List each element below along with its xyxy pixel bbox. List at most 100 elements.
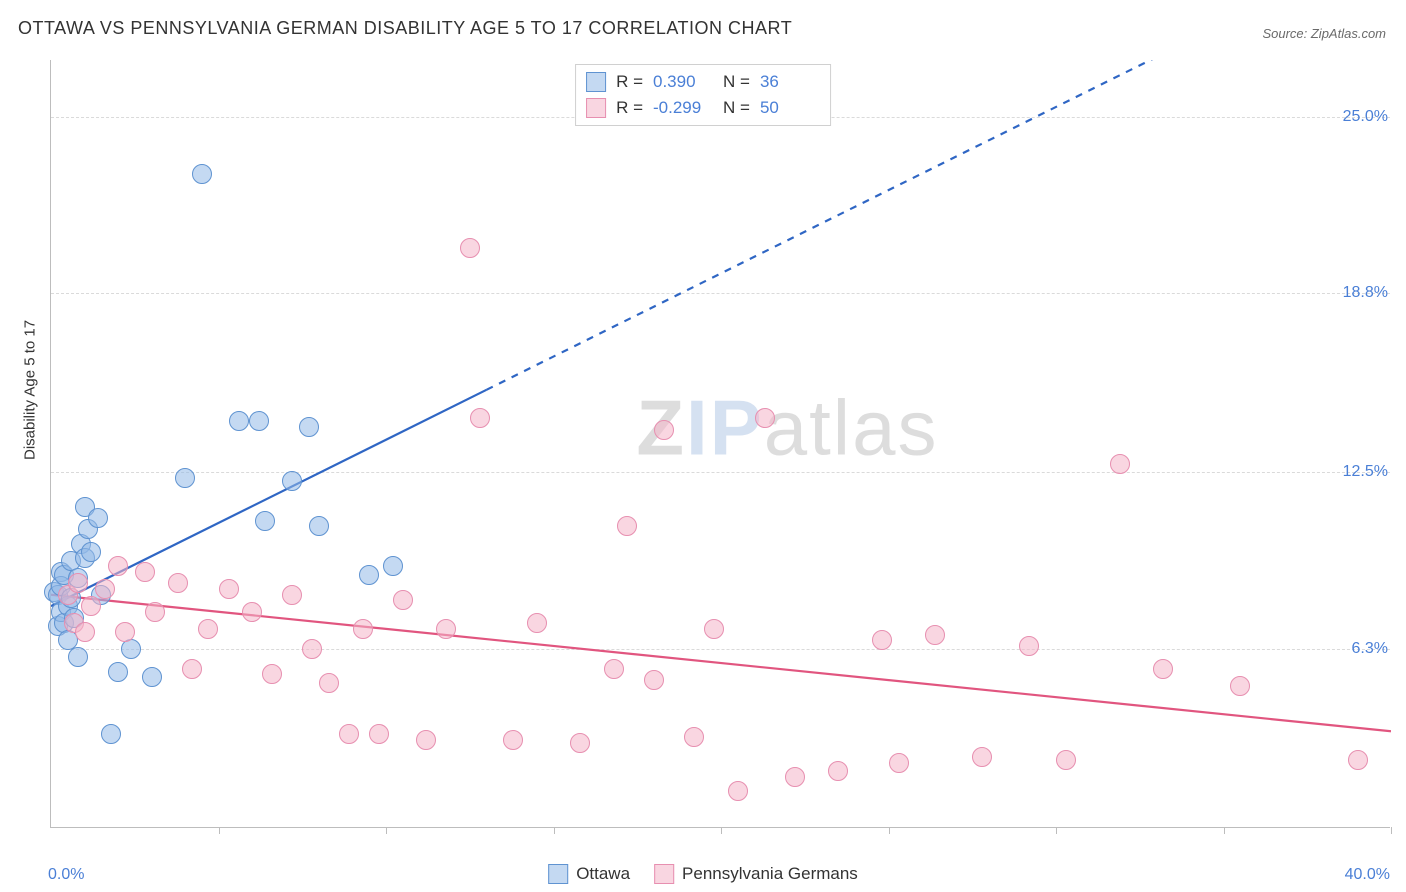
legend-swatch <box>586 98 606 118</box>
stats-legend-row: R = -0.299 N = 50 <box>586 95 820 121</box>
data-point <box>108 662 128 682</box>
data-point <box>108 556 128 576</box>
data-point <box>229 411 249 431</box>
x-axis-min-label: 0.0% <box>48 866 84 884</box>
data-point <box>142 667 162 687</box>
stat-n-value: 50 <box>760 95 820 121</box>
series-legend: Ottawa Pennsylvania Germans <box>548 864 858 884</box>
data-point <box>68 573 88 593</box>
stats-legend-row: R =0.390N =36 <box>586 69 820 95</box>
data-point <box>339 724 359 744</box>
y-axis-label: Disability Age 5 to 17 <box>22 320 39 460</box>
y-tick-label: 18.8% <box>1343 284 1392 302</box>
data-point <box>755 408 775 428</box>
legend-swatch <box>654 864 674 884</box>
x-tick <box>721 827 722 834</box>
data-point <box>527 613 547 633</box>
data-point <box>460 238 480 258</box>
x-tick <box>1056 827 1057 834</box>
chart-title: OTTAWA VS PENNSYLVANIA GERMAN DISABILITY… <box>18 18 792 39</box>
data-point <box>436 619 456 639</box>
stat-r-value: 0.390 <box>653 69 713 95</box>
data-point <box>617 516 637 536</box>
data-point <box>88 508 108 528</box>
data-point <box>1019 636 1039 656</box>
data-point <box>68 647 88 667</box>
y-tick-label: 12.5% <box>1343 463 1392 481</box>
data-point <box>192 164 212 184</box>
x-tick <box>889 827 890 834</box>
data-point <box>175 468 195 488</box>
stat-r-label: R = <box>616 95 643 121</box>
watermark: ZIPatlas <box>636 383 938 474</box>
source-attribution: Source: ZipAtlas.com <box>1262 26 1386 41</box>
data-point <box>353 619 373 639</box>
data-point <box>255 511 275 531</box>
x-tick <box>1391 827 1392 834</box>
scatter-plot-area: ZIPatlas 6.3%12.5%18.8%25.0% <box>50 60 1390 828</box>
x-tick <box>1224 827 1225 834</box>
data-point <box>604 659 624 679</box>
data-point <box>219 579 239 599</box>
data-point <box>249 411 269 431</box>
data-point <box>369 724 389 744</box>
stat-r-label: R = <box>616 69 643 95</box>
legend-swatch <box>548 864 568 884</box>
data-point <box>198 619 218 639</box>
data-point <box>282 471 302 491</box>
data-point <box>135 562 155 582</box>
data-point <box>785 767 805 787</box>
data-point <box>81 542 101 562</box>
stat-n-label: N = <box>723 69 750 95</box>
data-point <box>145 602 165 622</box>
data-point <box>299 417 319 437</box>
data-point <box>654 420 674 440</box>
data-point <box>1056 750 1076 770</box>
data-point <box>393 590 413 610</box>
gridline <box>51 472 1390 473</box>
data-point <box>972 747 992 767</box>
gridline <box>51 649 1390 650</box>
data-point <box>684 727 704 747</box>
data-point <box>101 724 121 744</box>
data-point <box>570 733 590 753</box>
data-point <box>282 585 302 605</box>
x-axis-max-label: 40.0% <box>1345 866 1390 884</box>
data-point <box>95 579 115 599</box>
gridline <box>51 293 1390 294</box>
data-point <box>121 639 141 659</box>
data-point <box>75 622 95 642</box>
data-point <box>81 596 101 616</box>
data-point <box>115 622 135 642</box>
data-point <box>728 781 748 801</box>
data-point <box>470 408 490 428</box>
data-point <box>704 619 724 639</box>
stats-legend-box: R =0.390N =36R =-0.299N =50 <box>575 64 831 126</box>
stat-n-label: N = <box>723 95 750 121</box>
data-point <box>872 630 892 650</box>
data-point <box>925 625 945 645</box>
data-point <box>889 753 909 773</box>
legend-item: Pennsylvania Germans <box>654 864 858 884</box>
data-point <box>1110 454 1130 474</box>
data-point <box>1348 750 1368 770</box>
y-tick-label: 25.0% <box>1343 108 1392 126</box>
data-point <box>182 659 202 679</box>
legend-swatch <box>586 72 606 92</box>
data-point <box>168 573 188 593</box>
stat-r-value: -0.299 <box>653 95 713 121</box>
x-tick <box>386 827 387 834</box>
data-point <box>262 664 282 684</box>
x-tick <box>554 827 555 834</box>
data-point <box>359 565 379 585</box>
data-point <box>503 730 523 750</box>
data-point <box>1230 676 1250 696</box>
data-point <box>828 761 848 781</box>
legend-label: Ottawa <box>576 864 630 884</box>
data-point <box>416 730 436 750</box>
data-point <box>309 516 329 536</box>
data-point <box>302 639 322 659</box>
data-point <box>1153 659 1173 679</box>
data-point <box>242 602 262 622</box>
data-point <box>383 556 403 576</box>
